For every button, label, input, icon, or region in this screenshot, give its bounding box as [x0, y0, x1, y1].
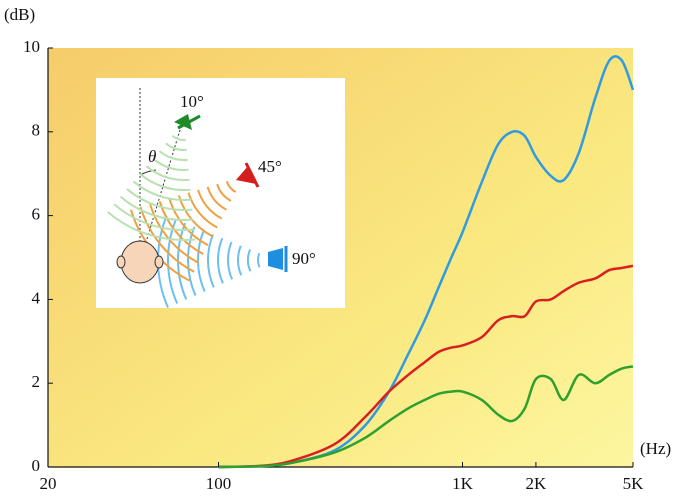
wave-arc — [132, 180, 192, 201]
y-tick-label: 0 — [32, 456, 41, 475]
angle-label: 10° — [180, 92, 204, 111]
y-axis-label: (dB) — [4, 5, 35, 24]
wave-arc — [187, 192, 218, 229]
wave-arc — [145, 165, 190, 181]
wave-arc — [197, 230, 206, 292]
speaker-45 — [244, 162, 260, 188]
wave-arc — [152, 157, 189, 171]
wave-arc — [216, 183, 232, 202]
x-tick-label: 1K — [452, 474, 474, 493]
wave-arc — [225, 180, 237, 193]
wave-arc — [227, 241, 233, 280]
speaker-90 — [268, 248, 283, 270]
wave-arc — [119, 195, 194, 221]
angle-symbol: θ — [148, 147, 156, 166]
waves — [106, 134, 261, 308]
wave-arc — [165, 142, 187, 151]
speaker-10 — [177, 114, 201, 130]
wave-arc — [206, 186, 227, 211]
x-tick-label: 20 — [40, 474, 57, 493]
wave-arc — [217, 237, 224, 284]
inset-diagram: 10° 45° 90° θ — [96, 78, 345, 308]
x-tick-label: 5K — [623, 474, 645, 493]
series-line — [218, 365, 634, 469]
angle-label: 90° — [292, 249, 316, 268]
ear — [154, 255, 164, 269]
wave-arc — [171, 134, 186, 141]
direction-line — [139, 119, 184, 263]
wave-arc — [126, 188, 193, 211]
x-axis-label: (Hz) — [640, 439, 671, 458]
series-line — [218, 264, 634, 469]
y-tick-label: 8 — [32, 121, 41, 140]
y-tick-label: 10 — [23, 37, 40, 56]
wave-arc — [139, 173, 191, 191]
y-tick-label: 6 — [32, 205, 41, 224]
wave-arc — [168, 198, 209, 247]
wave-arc — [237, 245, 243, 276]
x-tick-label: 100 — [206, 474, 232, 493]
wave-arc — [247, 249, 252, 272]
plot — [218, 55, 635, 469]
head — [120, 240, 160, 284]
wave-arc — [158, 150, 188, 161]
angle-label: 45° — [258, 157, 282, 176]
x-tick-label: 2K — [526, 474, 548, 493]
y-tick-label: 4 — [32, 288, 41, 307]
series-line — [218, 55, 635, 469]
y-tick-label: 2 — [32, 372, 41, 391]
ear — [116, 255, 126, 269]
speaker-45 — [236, 166, 256, 184]
wave-arc — [257, 252, 261, 268]
speaker-10 — [174, 114, 192, 130]
wave-arc — [106, 211, 196, 241]
wave-arc — [139, 206, 195, 273]
wave-arc — [197, 189, 223, 220]
wave-arc — [113, 203, 195, 231]
wave-arc — [207, 234, 215, 288]
